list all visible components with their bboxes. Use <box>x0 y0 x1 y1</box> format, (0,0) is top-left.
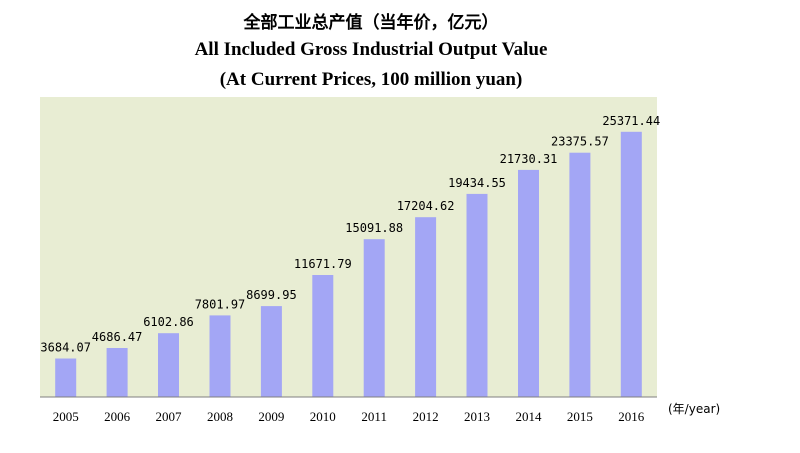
value-label-2005: 3684.07 <box>40 341 91 355</box>
x-tick-label-2015: 2015 <box>567 409 593 424</box>
plot-area <box>40 97 657 397</box>
value-label-2009: 8699.95 <box>246 288 297 302</box>
bar-group <box>55 131 642 398</box>
x-tick-label-2011: 2011 <box>361 409 387 424</box>
value-label-2010: 11671.79 <box>294 257 352 271</box>
x-tick-label-2013: 2013 <box>464 409 490 424</box>
value-label-2012: 17204.62 <box>397 199 455 213</box>
x-tick-label-2007: 2007 <box>156 409 183 424</box>
value-label-2014: 21730.31 <box>500 152 558 166</box>
bar-2009 <box>260 306 282 397</box>
x-tick-label-2010: 2010 <box>310 409 336 424</box>
bar-2016 <box>620 131 642 398</box>
x-axis-unit-label: (年/year) <box>668 402 720 416</box>
bar-2008 <box>209 315 231 397</box>
x-tick-label-2009: 2009 <box>258 409 284 424</box>
bar-2005 <box>55 358 77 397</box>
x-tick-label-2005: 2005 <box>53 409 79 424</box>
value-label-2013: 19434.55 <box>448 176 506 190</box>
bar-2007 <box>158 333 179 397</box>
x-tick-label-group: 2005 2006 2007 2008 2009 2010 2011 2012 2013 2014… <box>53 409 645 424</box>
bar-2006 <box>106 348 128 397</box>
value-label-2006: 4686.47 <box>92 330 143 344</box>
bar-2012 <box>415 217 437 397</box>
chart-title: 全部工业总产值（当年价，亿元） <box>243 13 499 33</box>
bar-2011 <box>363 239 385 397</box>
chart-subtitle-units: (At Current Prices, 100 million yuan) <box>219 69 523 90</box>
value-label-2015: 23375.57 <box>551 135 609 149</box>
x-tick-label-2008: 2008 <box>207 409 233 424</box>
value-label-2008: 7801.97 <box>195 297 246 311</box>
bar-2015 <box>569 152 591 397</box>
bar-2010 <box>312 275 334 397</box>
chart-subtitle-en: All Included Gross Industrial Output Val… <box>194 39 548 60</box>
x-tick-label-2014: 2014 <box>516 409 543 424</box>
bar-2014 <box>518 169 539 397</box>
x-tick-label-2006: 2006 <box>104 409 131 424</box>
value-label-2007: 6102.86 <box>143 315 194 329</box>
x-tick-label-2012: 2012 <box>413 409 439 424</box>
bar-2013 <box>466 193 488 397</box>
x-tick-label-2016: 2016 <box>618 409 645 424</box>
value-label-2011: 15091.88 <box>345 221 403 235</box>
value-label-2016: 25371.44 <box>602 114 660 128</box>
